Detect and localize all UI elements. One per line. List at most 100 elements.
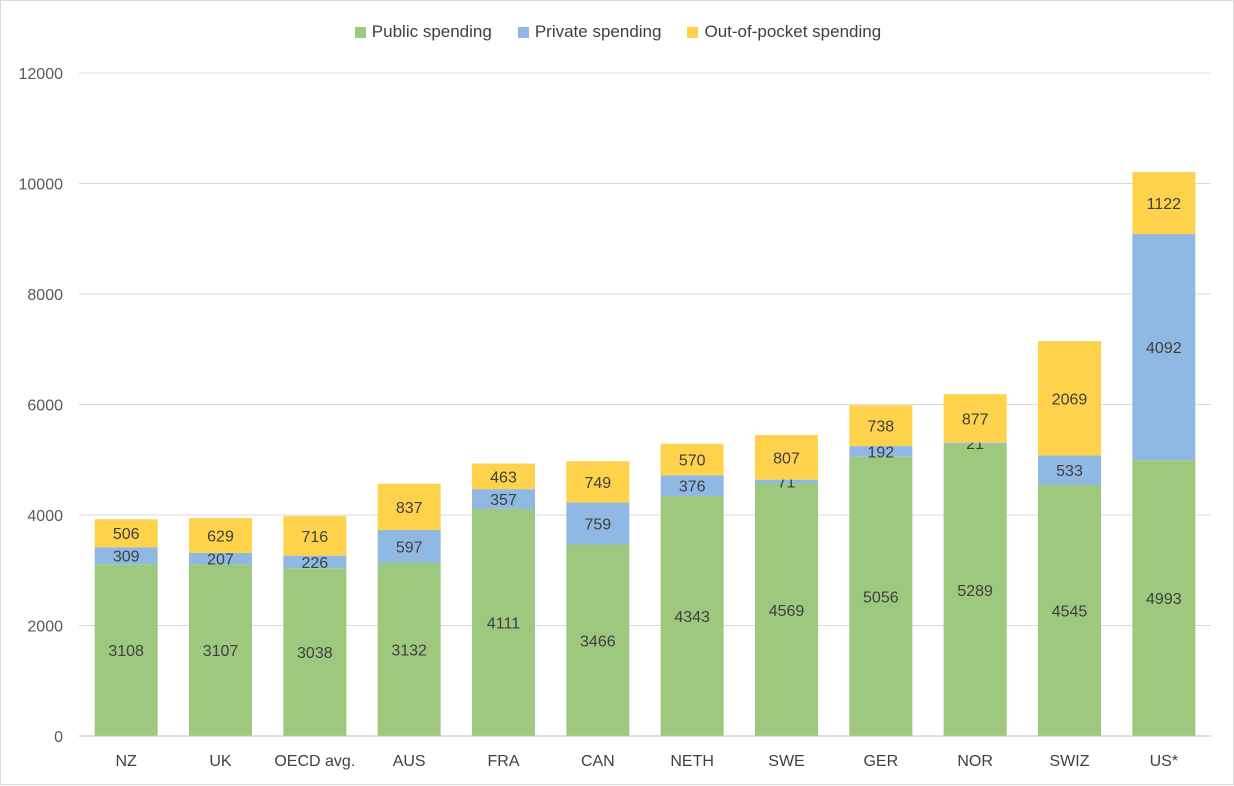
- bar-segment: [755, 483, 818, 736]
- data-label: 3107: [203, 643, 239, 660]
- data-label: 226: [301, 555, 328, 572]
- bar-segment: [1038, 341, 1101, 456]
- data-label: 738: [867, 419, 894, 436]
- data-label: 837: [396, 500, 423, 517]
- x-tick-label: US*: [1150, 753, 1178, 770]
- bar-segment: [377, 529, 441, 563]
- data-label: 749: [584, 475, 611, 492]
- data-label: 4343: [674, 609, 710, 626]
- data-label: 570: [679, 453, 706, 470]
- y-tick-label: 10000: [19, 177, 64, 194]
- x-tick-label: OECD avg.: [274, 753, 355, 770]
- data-label: 357: [490, 492, 517, 509]
- bar-segment: [566, 502, 630, 545]
- legend: Public spending Private spending Out-of-…: [1, 21, 1234, 43]
- legend-label-out-of-pocket: Out-of-pocket spending: [704, 22, 882, 41]
- bar-segment: [283, 516, 347, 556]
- bar-segment: [1132, 460, 1196, 736]
- bar-segment: [283, 568, 347, 736]
- data-label: 4545: [1052, 603, 1088, 620]
- data-label: 4092: [1146, 340, 1182, 357]
- bar-segment: [660, 475, 724, 497]
- data-label: 1122: [1147, 196, 1182, 213]
- y-tick-label: 2000: [27, 619, 63, 636]
- data-label: 5056: [863, 589, 899, 606]
- bar-segment: [660, 443, 724, 476]
- bar-segment: [472, 489, 535, 509]
- bar-segment: [943, 394, 1007, 443]
- data-label: 3466: [580, 633, 616, 650]
- legend-swatch-private: [517, 26, 529, 38]
- legend-swatch-public: [354, 26, 366, 38]
- x-tick-label: NETH: [670, 753, 714, 770]
- data-label: 506: [113, 526, 140, 543]
- bar-segment: [755, 479, 818, 484]
- y-tick-label: 6000: [27, 398, 63, 415]
- y-tick-label: 4000: [27, 508, 63, 525]
- data-label: 2069: [1052, 391, 1088, 408]
- data-label: 597: [396, 539, 423, 556]
- x-tick-label: CAN: [581, 753, 615, 770]
- data-label: 3108: [108, 643, 144, 660]
- bar-segment: [849, 456, 913, 736]
- legend-label-private: Private spending: [534, 22, 662, 41]
- data-label: 533: [1056, 463, 1083, 480]
- y-tick-label: 0: [54, 729, 63, 746]
- bar-segment: [189, 518, 252, 553]
- x-tick-label: UK: [209, 753, 232, 770]
- bar-segment: [472, 508, 535, 736]
- bar-segment: [1132, 172, 1196, 235]
- x-tick-label: SWE: [768, 753, 804, 770]
- bar-segment: [377, 483, 441, 530]
- data-label: 5289: [957, 583, 993, 600]
- bar-segment: [660, 496, 724, 736]
- data-label: 192: [867, 444, 894, 461]
- bar-segment: [566, 461, 630, 503]
- y-tick-label: 8000: [27, 287, 63, 304]
- y-tick-label: 12000: [19, 66, 64, 83]
- legend-label-public: Public spending: [371, 22, 492, 41]
- bar-segment: [566, 544, 630, 736]
- data-label: 3132: [391, 642, 427, 659]
- bar-segment: [755, 435, 818, 480]
- bar-segment: [849, 405, 913, 447]
- bar-segment: [943, 443, 1007, 736]
- x-tick-label: NZ: [116, 753, 138, 770]
- bar-segment: [283, 555, 347, 569]
- legend-item-public: Public spending: [354, 22, 492, 42]
- bar-segment: [1132, 234, 1196, 461]
- data-label: 4111: [487, 615, 520, 632]
- x-tick-label: NOR: [957, 753, 993, 770]
- data-label: 309: [113, 549, 140, 566]
- x-tick-label: GER: [863, 753, 898, 770]
- x-tick-label: AUS: [393, 753, 426, 770]
- bar-segment: [1038, 484, 1101, 736]
- x-tick-label: SWIZ: [1050, 753, 1090, 770]
- data-label: 376: [679, 479, 706, 496]
- data-label: 3038: [297, 645, 333, 662]
- legend-item-private: Private spending: [517, 22, 662, 42]
- data-label: 629: [207, 529, 234, 546]
- data-label: 207: [207, 552, 234, 569]
- legend-swatch-out-of-pocket: [687, 26, 699, 38]
- data-label: 463: [490, 469, 517, 486]
- data-label: 807: [773, 450, 800, 467]
- bar-segment: [472, 463, 535, 490]
- bar-segment: [94, 547, 158, 565]
- data-label: 716: [301, 529, 328, 546]
- bar-segment: [94, 519, 158, 548]
- data-label: 877: [962, 411, 989, 428]
- bar-segment: [1038, 455, 1101, 485]
- bar-segment: [189, 552, 252, 565]
- bar-segment: [94, 564, 158, 736]
- bar-segment: [189, 564, 252, 736]
- data-label: 4993: [1146, 591, 1182, 608]
- bar-segment: [943, 442, 1007, 444]
- data-label: 759: [584, 517, 611, 534]
- x-tick-label: FRA: [488, 753, 520, 770]
- bar-segment: [377, 562, 441, 736]
- data-label: 4569: [769, 603, 805, 620]
- bar-segment: [849, 446, 913, 457]
